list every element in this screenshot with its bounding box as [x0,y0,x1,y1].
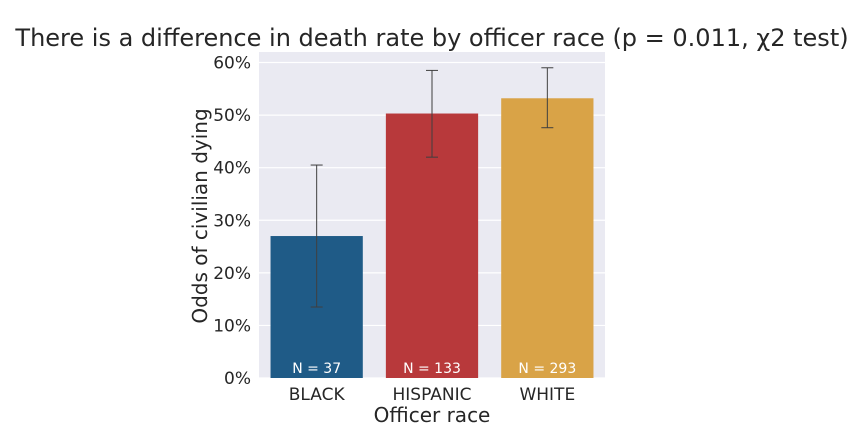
y-tick-label: 50% [213,106,251,126]
x-axis-ticks: BLACK HISPANIC WHITE [289,385,575,405]
y-axis-ticks: 0% 10% 20% 30% 40% 50% 60% [213,54,251,389]
x-tick-label: HISPANIC [393,385,472,405]
chart-title: There is a difference in death rate by o… [14,24,848,52]
bar-label: N = 133 [403,361,461,377]
y-tick-label: 0% [224,369,251,389]
bar-label: N = 37 [292,361,341,377]
y-tick-label: 30% [213,211,251,231]
x-tick-label: WHITE [519,385,575,405]
y-tick-label: 40% [213,159,251,179]
y-axis-label: Odds of civilian dying [188,108,212,323]
y-tick-label: 20% [213,264,251,284]
bar-label: N = 293 [518,361,576,377]
y-tick-label: 10% [213,316,251,336]
x-tick-label: BLACK [289,385,346,405]
y-tick-label: 60% [213,54,251,74]
bar-white [501,98,594,378]
sample-size-labels: N = 37 N = 133 N = 293 [292,361,576,377]
error-bars [310,67,554,308]
x-axis-label: Officer race [374,403,491,427]
